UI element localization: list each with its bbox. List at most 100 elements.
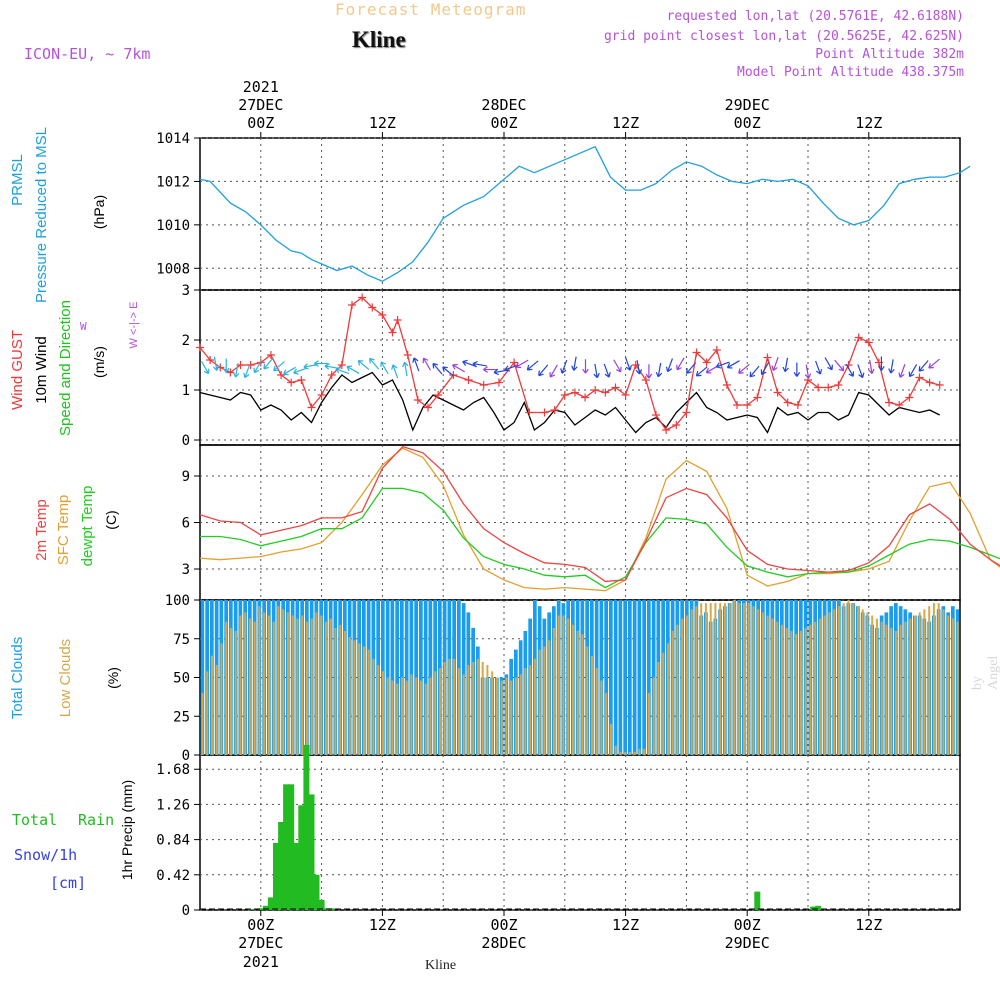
precip-bar xyxy=(754,891,761,910)
x-tick-bottom-label: 00Z xyxy=(734,916,761,934)
y-tick-label: 9 xyxy=(182,469,190,485)
y-tick-label: 1014 xyxy=(156,131,190,147)
wind-gust-line-marker xyxy=(449,371,458,379)
low-cloud-bar xyxy=(714,603,717,755)
wind-direction-arrow xyxy=(793,362,801,377)
low-cloud-bar xyxy=(761,612,764,755)
wind-direction-arrow xyxy=(824,357,833,371)
low-cloud-bar xyxy=(220,643,223,755)
low-cloud-bar xyxy=(757,609,760,755)
precip-bar xyxy=(313,874,320,910)
total-cloud-bar xyxy=(419,600,423,755)
wind-direction-arrow xyxy=(676,357,685,371)
low-cloud-bar xyxy=(538,649,541,755)
wind-direction-arrow xyxy=(357,359,370,371)
low-cloud-bar xyxy=(358,643,361,755)
low-cloud-bar xyxy=(799,631,802,755)
wind-direction-arrow xyxy=(928,358,940,369)
wind-direction-arrow xyxy=(391,364,399,379)
wind-direction-arrow xyxy=(472,360,487,368)
pressure-label-1: PRMSL xyxy=(9,154,26,206)
x-tick-bottom-label: 00Z xyxy=(490,916,517,934)
wind-gust-line-marker xyxy=(277,371,286,379)
low-cloud-bar xyxy=(856,606,859,755)
wind-direction-arrow xyxy=(908,364,918,378)
panel-frame xyxy=(199,137,961,291)
low-cloud-bar xyxy=(286,612,289,755)
wind-gust-line-marker xyxy=(424,403,432,412)
low-cloud-bar xyxy=(790,631,793,755)
wind-direction-arrow xyxy=(346,365,360,374)
precip-bar xyxy=(815,905,822,910)
wind-direction-arrow xyxy=(749,365,760,378)
t2m-temp-line xyxy=(199,445,1000,583)
t2m-label: 2m Temp xyxy=(33,499,50,560)
low-cloud-bar xyxy=(225,621,228,755)
precip-bar xyxy=(298,805,305,910)
wind-direction-arrow xyxy=(771,357,779,372)
precip-bar xyxy=(278,822,285,910)
low-cloud-bar xyxy=(942,609,945,755)
y-tick-label: 2 xyxy=(182,333,190,349)
wind-gust-line-marker xyxy=(266,351,275,359)
wind-direction-arrow xyxy=(442,366,454,377)
x-tick-top-label: 00Z xyxy=(734,114,761,132)
low-cloud-bar xyxy=(605,693,608,755)
total-cloud-bar xyxy=(623,600,627,755)
low-cloud-bar xyxy=(595,668,598,755)
wind-direction-arrow xyxy=(201,361,210,375)
low-cloud-bar xyxy=(742,603,745,755)
precip-bar xyxy=(273,843,279,910)
low-cloud-bar xyxy=(438,668,441,755)
low-cloud-bar xyxy=(875,618,878,755)
wind-gust-line-marker xyxy=(581,393,590,402)
y-tick-label: 1 xyxy=(182,383,190,399)
wind-gust-line-marker xyxy=(652,411,660,419)
total-cloud-bar xyxy=(637,600,642,755)
wind-direction-arrow xyxy=(686,362,697,374)
sfc-label: SFC Temp xyxy=(55,495,72,566)
wind-direction-arrow xyxy=(253,360,262,374)
low-cloud-bar xyxy=(400,677,403,755)
y-tick-label: 1008 xyxy=(156,261,190,277)
wind-gust-line-marker xyxy=(388,328,397,337)
low-cloud-bar xyxy=(405,680,408,755)
wind-gust-line-marker xyxy=(368,303,377,312)
low-cloud-bar xyxy=(557,615,560,755)
temp-unit: (C) xyxy=(103,510,119,529)
low-cloud-bar xyxy=(932,603,935,755)
wind-direction-arrow xyxy=(603,363,611,378)
low-cloud-bar xyxy=(291,615,294,755)
total-cloud-bar xyxy=(390,600,395,755)
low-cloud-bar xyxy=(529,665,532,755)
wind-gust-line-marker xyxy=(743,401,752,409)
low-cloud-bar xyxy=(704,603,707,755)
low-cloud-bar xyxy=(320,615,323,755)
x-date-top-label: 28DEC xyxy=(481,96,526,114)
low-cloud-bar xyxy=(381,671,384,755)
low-cloud-bar xyxy=(695,606,698,755)
low-cloud-bar xyxy=(643,748,646,755)
total-cloud-bar xyxy=(609,600,613,755)
wind-dir-label: Speed and Direction xyxy=(57,300,74,436)
low-cloud-bar xyxy=(937,603,940,755)
low-cloud-bar xyxy=(823,615,826,755)
low-cloud-bar xyxy=(899,624,902,755)
wind-gust-line-marker xyxy=(560,391,569,399)
wind-gust-line-marker xyxy=(621,391,630,399)
low-cloud-bar xyxy=(476,658,479,755)
wind-direction-arrow xyxy=(526,360,539,371)
low-cloud-bar xyxy=(852,603,855,755)
low-cloud-bar xyxy=(567,618,570,755)
wind-direction-arrow xyxy=(538,364,549,377)
total-cloud-bar xyxy=(618,600,623,755)
wind-gust-line-marker xyxy=(641,376,650,384)
low-cloud-bar xyxy=(552,627,555,755)
low-cloud-bar xyxy=(548,640,551,755)
low-cloud-bar xyxy=(923,609,926,755)
low-cloud-bar xyxy=(885,624,888,755)
low-cloud-bar xyxy=(248,618,251,755)
low-cloud-bar xyxy=(795,634,798,755)
direction-key: W <-|-> E xyxy=(128,302,140,349)
low-cloud-bar xyxy=(894,631,897,755)
